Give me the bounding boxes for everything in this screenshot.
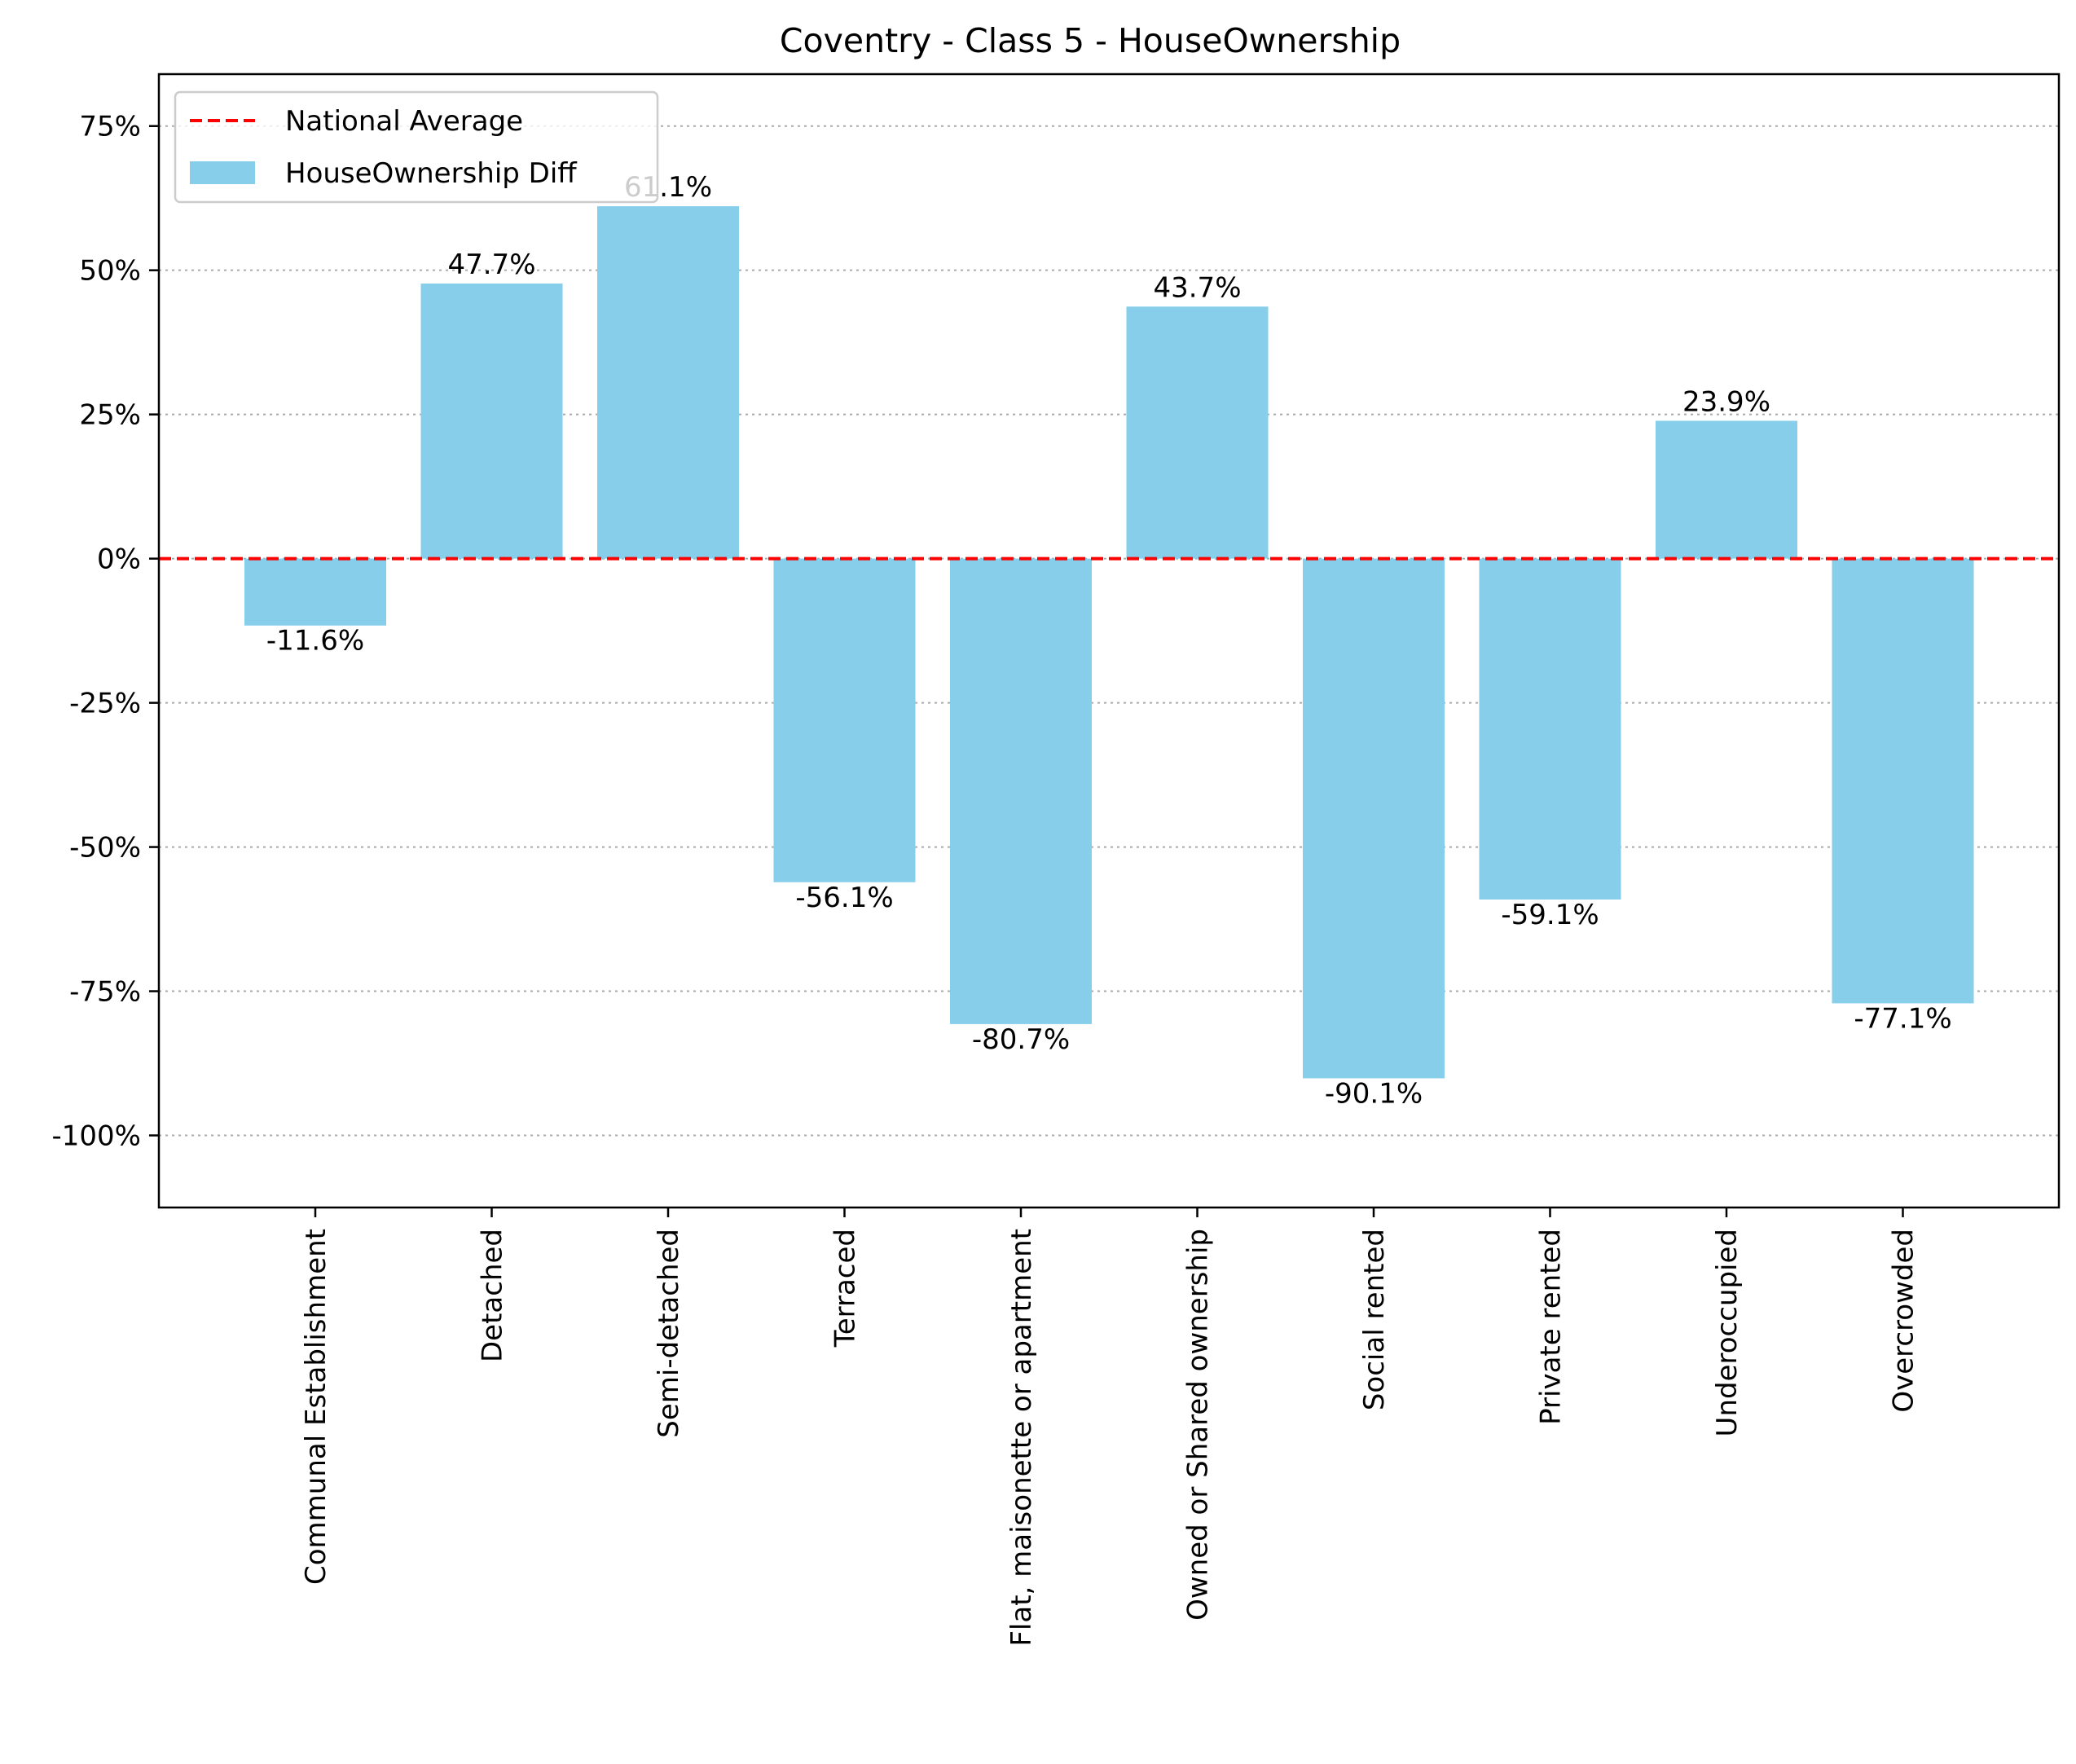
x-tick-label: Terraced: [829, 1229, 862, 1348]
x-tick-label: Owned or Shared ownership: [1182, 1229, 1215, 1621]
x-tick-label: Communal Establishment: [300, 1229, 332, 1585]
x-axis: Communal Establishment Detached Semi-detac…: [300, 1208, 1920, 1647]
x-tick-label: Private rented: [1535, 1229, 1568, 1425]
y-tick-label: -100%: [52, 1120, 141, 1153]
y-tick-label: -50%: [69, 832, 141, 864]
data-label: -80.7%: [972, 1023, 1070, 1056]
bar: [420, 283, 563, 559]
bar: [773, 558, 916, 882]
y-tick-label: -25%: [69, 688, 141, 720]
bar: [1656, 420, 1797, 559]
bar: [597, 206, 739, 559]
data-label: -59.1%: [1501, 899, 1599, 931]
legend: National Average HouseOwnership Diff: [174, 90, 659, 204]
data-labels: -11.6%47.7%61.1%-56.1%-80.7%43.7%-90.1%-…: [266, 171, 1952, 1110]
y-tick-label: -75%: [69, 976, 141, 1009]
plot-frame: [157, 73, 2061, 1209]
data-label: -11.6%: [266, 625, 364, 658]
bar: [1126, 306, 1269, 559]
chart-title: Coventry - Class 5 - HouseOwnership: [780, 21, 1401, 60]
x-tick-label: Social rented: [1358, 1229, 1391, 1410]
data-label: 23.9%: [1682, 385, 1770, 418]
bar: [244, 558, 386, 626]
legend-entry-national-average: National Average: [285, 105, 523, 138]
y-tick-label: 25%: [79, 399, 141, 432]
bar: [1832, 558, 1974, 1004]
data-label: -56.1%: [795, 882, 893, 914]
legend-entry-houseownership-diff: HouseOwnership Diff: [285, 157, 578, 190]
bar: [950, 558, 1092, 1024]
data-label: 47.7%: [447, 249, 535, 281]
bars: [244, 206, 1974, 1079]
y-gridlines: [159, 125, 2059, 1137]
legend-box: [174, 90, 659, 204]
y-tick-label: 0%: [97, 543, 141, 576]
y-tick-label: 50%: [79, 255, 141, 288]
x-tick-label: Flat, maisonette or apartment: [1005, 1229, 1038, 1647]
bar: [1303, 558, 1445, 1079]
legend-bar-swatch: [190, 161, 255, 184]
y-axis: 75% 50% 25% 0% -25% -50% -75% -100%: [52, 111, 159, 1153]
y-tick-label: 75%: [79, 111, 141, 143]
data-label: -77.1%: [1854, 1002, 1951, 1035]
x-tick-label: Semi-detached: [653, 1229, 685, 1438]
x-tick-label: Underoccupied: [1711, 1229, 1744, 1436]
bar: [1479, 558, 1621, 900]
x-tick-label: Overcrowded: [1888, 1229, 1920, 1413]
x-tick-label: Detached: [477, 1229, 509, 1362]
data-label: -90.1%: [1325, 1077, 1423, 1110]
data-label: 43.7%: [1153, 271, 1241, 304]
